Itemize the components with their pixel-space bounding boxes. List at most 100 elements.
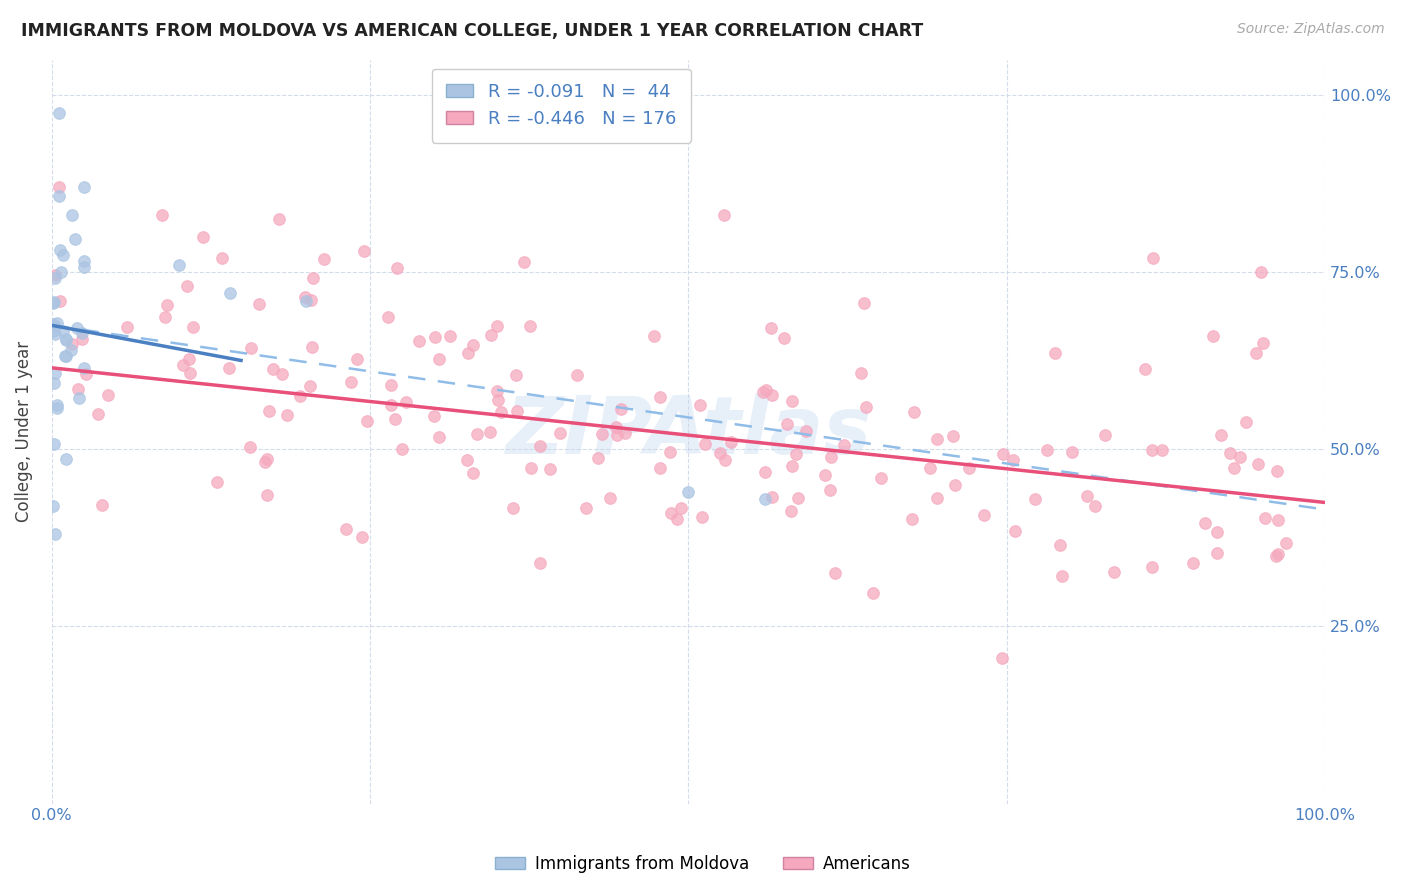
Point <box>529 556 551 570</box>
Point <box>55 333 77 347</box>
Point <box>648 390 671 404</box>
Point <box>72 361 94 376</box>
Point <box>920 460 942 475</box>
Point <box>44 366 66 380</box>
Point <box>456 453 478 467</box>
Point <box>1264 549 1286 563</box>
Text: ZIPAtlas: ZIPAtlas <box>505 392 872 471</box>
Point <box>1209 427 1232 442</box>
Point <box>1267 547 1289 561</box>
Point <box>191 229 214 244</box>
Point <box>72 180 94 194</box>
Point <box>356 414 378 428</box>
Point <box>565 368 588 382</box>
Point <box>49 243 72 257</box>
Point <box>262 362 284 376</box>
Point <box>240 341 263 355</box>
Point <box>665 512 688 526</box>
Point <box>659 507 682 521</box>
Point <box>42 437 65 451</box>
Point <box>87 407 110 421</box>
Point <box>44 270 66 285</box>
Point <box>575 500 598 515</box>
Point <box>377 310 399 324</box>
Point <box>239 440 262 454</box>
Point <box>423 330 446 344</box>
Point <box>465 426 488 441</box>
Point <box>1133 361 1156 376</box>
Point <box>181 319 204 334</box>
Point <box>1024 491 1046 506</box>
Point <box>945 478 967 492</box>
Point <box>780 393 803 408</box>
Point <box>689 398 711 412</box>
Point <box>1060 445 1083 459</box>
Point <box>785 447 807 461</box>
Point <box>901 512 924 526</box>
Point <box>669 500 692 515</box>
Point <box>1265 464 1288 478</box>
Point <box>1206 546 1229 560</box>
Point <box>690 509 713 524</box>
Point <box>779 504 801 518</box>
Point <box>423 409 446 423</box>
Point <box>380 398 402 412</box>
Point <box>256 488 278 502</box>
Point <box>67 382 90 396</box>
Point <box>179 366 201 380</box>
Point <box>548 425 571 440</box>
Point <box>48 189 70 203</box>
Point <box>335 522 357 536</box>
Point <box>991 651 1014 665</box>
Y-axis label: College, Under 1 year: College, Under 1 year <box>15 341 32 522</box>
Point <box>506 404 529 418</box>
Point <box>1004 524 1026 538</box>
Point <box>176 279 198 293</box>
Point <box>1043 346 1066 360</box>
Point <box>599 491 621 505</box>
Point <box>486 393 509 408</box>
Point <box>314 252 336 266</box>
Point <box>1247 457 1270 471</box>
Point <box>44 376 66 390</box>
Point <box>457 346 479 360</box>
Point <box>925 491 948 506</box>
Point <box>538 462 561 476</box>
Point <box>1076 489 1098 503</box>
Point <box>288 389 311 403</box>
Point <box>513 254 536 268</box>
Point <box>606 428 628 442</box>
Point <box>380 378 402 392</box>
Point <box>720 434 742 449</box>
Point <box>353 244 375 259</box>
Point <box>52 324 75 338</box>
Point <box>1140 560 1163 574</box>
Point <box>855 401 877 415</box>
Point <box>60 209 83 223</box>
Point <box>75 368 97 382</box>
Point <box>761 387 783 401</box>
Text: Source: ZipAtlas.com: Source: ZipAtlas.com <box>1237 22 1385 37</box>
Point <box>650 461 672 475</box>
Point <box>643 329 665 343</box>
Point <box>44 326 66 341</box>
Point <box>1223 461 1246 475</box>
Point <box>505 368 527 383</box>
Point <box>862 586 884 600</box>
Point <box>66 320 89 334</box>
Point <box>384 412 406 426</box>
Point <box>754 465 776 479</box>
Point <box>713 209 735 223</box>
Point <box>832 438 855 452</box>
Point <box>218 361 240 376</box>
Point <box>1253 335 1275 350</box>
Point <box>820 483 842 498</box>
Point <box>927 432 949 446</box>
Point <box>520 461 543 475</box>
Point <box>55 332 77 346</box>
Point <box>1250 265 1272 279</box>
Point <box>714 453 737 467</box>
Point <box>489 405 512 419</box>
Point <box>1050 569 1073 583</box>
Point <box>439 329 461 343</box>
